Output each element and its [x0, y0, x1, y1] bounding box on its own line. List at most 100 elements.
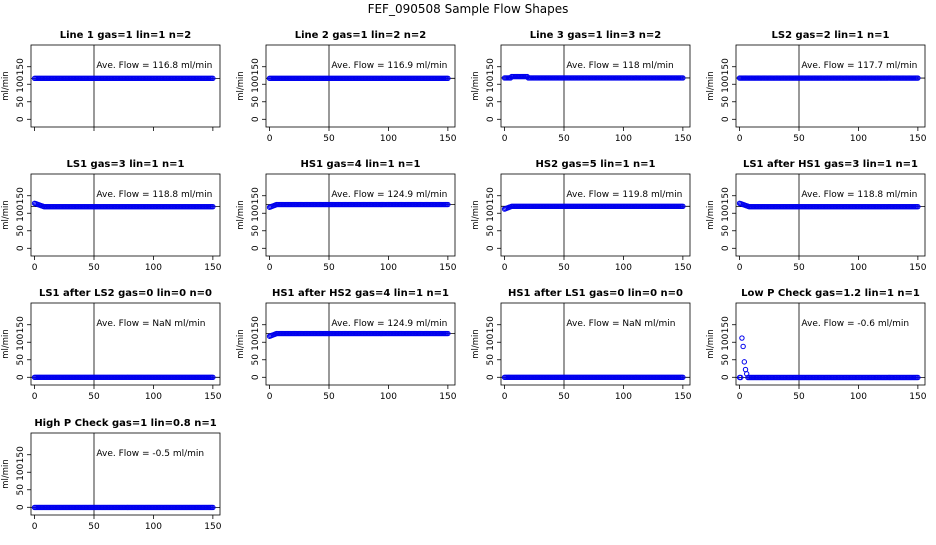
y-tick-label: 50: [251, 354, 261, 366]
plot-frame: [735, 173, 926, 257]
y-tick-label: 50: [251, 225, 261, 237]
x-tick-label: 100: [615, 134, 632, 144]
x-tick-label: 150: [204, 263, 221, 273]
x-tick-label: 0: [267, 134, 273, 144]
data-points: [736, 200, 921, 210]
plot-frame: [30, 173, 221, 257]
x-tick-label: 100: [850, 134, 867, 144]
data-point: [210, 374, 216, 380]
y-tick-label: 100: [486, 333, 496, 350]
flow-annotation: Ave. Flow = 117.7 ml/min: [801, 61, 917, 71]
flow-annotation: Ave. Flow = 119.8 ml/min: [566, 190, 682, 200]
y-tick-label: 50: [721, 354, 731, 366]
x-tick-label: 0: [737, 392, 743, 402]
data-point: [680, 75, 686, 81]
panel-title: HS1 after HS2 gas=4 lin=1 n=1: [272, 288, 449, 299]
y-tick-label: 100: [16, 204, 26, 221]
chart-panel: LS1 after LS2 gas=0 lin=0 n=0050100150ml…: [1, 288, 222, 402]
x-tick-label: 50: [323, 263, 335, 273]
y-tick-label: 0: [16, 116, 26, 122]
x-tick-label: 150: [909, 134, 926, 144]
flow-annotation: Ave. Flow = 116.8 ml/min: [96, 61, 212, 71]
y-tick-label: 150: [251, 187, 261, 204]
x-tick-label: 50: [558, 134, 570, 144]
x-tick-label: 100: [380, 134, 397, 144]
flow-annotation: Ave. Flow = 124.9 ml/min: [331, 190, 447, 200]
y-tick-label: 150: [16, 187, 26, 204]
y-tick-label: 100: [16, 463, 26, 480]
y-axis-label: ml/min: [471, 329, 481, 359]
plot-frame: [735, 302, 926, 386]
y-tick-label: 100: [16, 75, 26, 92]
x-tick-label: 100: [145, 522, 162, 532]
y-tick-label: 0: [486, 374, 496, 380]
flow-annotation: Ave. Flow = NaN ml/min: [566, 319, 675, 329]
chart-panel: Low P Check gas=1.2 lin=1 n=1050100150ml…: [706, 288, 927, 402]
y-tick-label: 50: [251, 96, 261, 108]
data-points: [266, 330, 451, 339]
y-tick-label: 100: [721, 333, 731, 350]
y-axis-label: ml/min: [236, 329, 246, 359]
flow-annotation: Ave. Flow = -0.5 ml/min: [96, 449, 204, 459]
data-point: [741, 359, 748, 365]
y-axis-label: ml/min: [1, 459, 11, 489]
chart-panel: HS1 after HS2 gas=4 lin=1 n=1050100150ml…: [236, 288, 457, 402]
x-tick-label: 150: [909, 392, 926, 402]
x-tick-label: 0: [267, 263, 273, 273]
y-tick-label: 0: [16, 245, 26, 251]
flow-annotation: Ave. Flow = 118.8 ml/min: [801, 190, 917, 200]
y-axis-label: ml/min: [471, 200, 481, 230]
chart-panel: HS1 after LS1 gas=0 lin=0 n=0050100150ml…: [471, 288, 692, 402]
flow-annotation: Ave. Flow = 118 ml/min: [566, 61, 673, 71]
x-tick-label: 50: [558, 392, 570, 402]
x-tick-label: 50: [558, 263, 570, 273]
data-points: [736, 335, 921, 381]
x-tick-label: 50: [88, 263, 100, 273]
data-point: [210, 203, 216, 210]
y-tick-label: 0: [721, 245, 731, 251]
panel-title: HS1 after LS1 gas=0 lin=0 n=0: [508, 288, 683, 299]
x-tick-label: 100: [850, 263, 867, 273]
panel-title: Line 2 gas=1 lin=2 n=2: [295, 30, 427, 41]
plot-frame: [265, 302, 456, 386]
y-axis-label: ml/min: [471, 71, 481, 101]
panel-title: LS1 after HS1 gas=3 lin=1 n=1: [743, 159, 918, 170]
x-tick-label: 0: [502, 263, 508, 273]
plot-frame: [500, 173, 691, 257]
panel-title: Line 3 gas=1 lin=3 n=2: [530, 30, 662, 41]
flow-annotation: Ave. Flow = 118.8 ml/min: [96, 190, 212, 200]
y-tick-label: 150: [721, 316, 731, 333]
data-point: [210, 75, 216, 82]
y-tick-label: 150: [721, 58, 731, 75]
x-tick-label: 100: [615, 392, 632, 402]
y-tick-label: 150: [16, 446, 26, 463]
plot-frame: [500, 302, 691, 386]
data-point: [739, 335, 745, 341]
y-tick-label: 100: [486, 75, 496, 92]
panel-title: LS2 gas=2 lin=1 n=1: [772, 30, 890, 41]
y-tick-label: 100: [251, 204, 261, 221]
data-points: [501, 73, 686, 81]
data-points: [501, 374, 686, 380]
x-tick-label: 100: [380, 392, 397, 402]
flow-annotation: Ave. Flow = NaN ml/min: [96, 319, 205, 329]
y-axis-label: ml/min: [1, 200, 11, 230]
x-tick-label: 0: [32, 522, 38, 532]
y-axis-label: ml/min: [706, 200, 716, 230]
data-point: [210, 504, 216, 511]
plot-frame: [30, 432, 221, 516]
y-tick-label: 50: [16, 484, 26, 496]
data-point: [915, 75, 921, 81]
panel-title: High P Check gas=1 lin=0.8 n=1: [34, 418, 216, 429]
y-tick-label: 50: [721, 96, 731, 108]
data-points: [736, 75, 921, 81]
y-tick-label: 150: [251, 316, 261, 333]
x-tick-label: 150: [439, 263, 456, 273]
